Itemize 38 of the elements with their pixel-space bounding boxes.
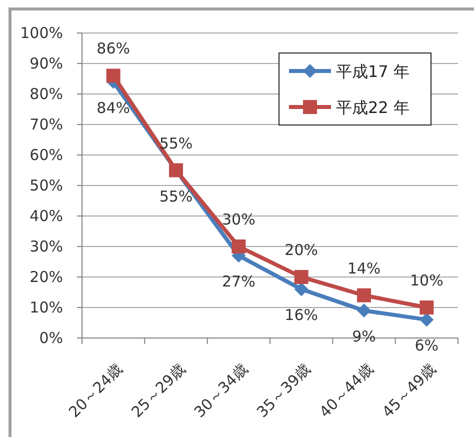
point [294, 270, 308, 284]
point [420, 300, 434, 314]
data-label: 30% [222, 210, 256, 228]
x-tick-label: 40～44歳 [316, 360, 377, 422]
point [106, 68, 120, 83]
y-tick-label: 60% [30, 146, 63, 164]
y-tick-label: 90% [30, 54, 63, 72]
x-tick-label: 30～34歳 [190, 360, 252, 422]
point [294, 282, 308, 296]
data-label: 14% [347, 259, 381, 278]
data-label: 55% [159, 134, 193, 152]
y-tick-label: 70% [30, 116, 63, 134]
y-tick-label: 40% [30, 207, 63, 225]
data-label: 6% [414, 336, 439, 355]
y-tick-label: 100% [20, 24, 63, 42]
data-label: 16% [284, 306, 318, 324]
x-tick-label: 20～24歳 [65, 360, 126, 422]
point [420, 312, 434, 327]
point [357, 304, 371, 318]
point [357, 288, 371, 302]
y-tick-label: 50% [30, 176, 63, 194]
data-label: 84% [96, 98, 130, 117]
data-label: 86% [96, 40, 130, 58]
data-label: 20% [284, 241, 318, 259]
legend-label: 平成17 年 [336, 62, 410, 81]
y-tick-label: 10% [30, 298, 63, 316]
y-tick-label: 20% [30, 268, 63, 286]
y-tick-label: 30% [30, 238, 63, 256]
x-tick-label: 35～39歳 [253, 360, 314, 422]
x-tick-label: 25～29歳 [128, 360, 189, 422]
data-label: 55% [159, 187, 193, 206]
legend-label: 平成22 年 [336, 98, 410, 117]
y-tick-label: 0% [39, 329, 63, 347]
y-tick-label: 80% [30, 85, 63, 103]
data-label: 27% [222, 272, 256, 291]
x-tick-label: 45～49歳 [378, 360, 440, 422]
point [232, 240, 246, 254]
data-label: 10% [410, 272, 444, 290]
